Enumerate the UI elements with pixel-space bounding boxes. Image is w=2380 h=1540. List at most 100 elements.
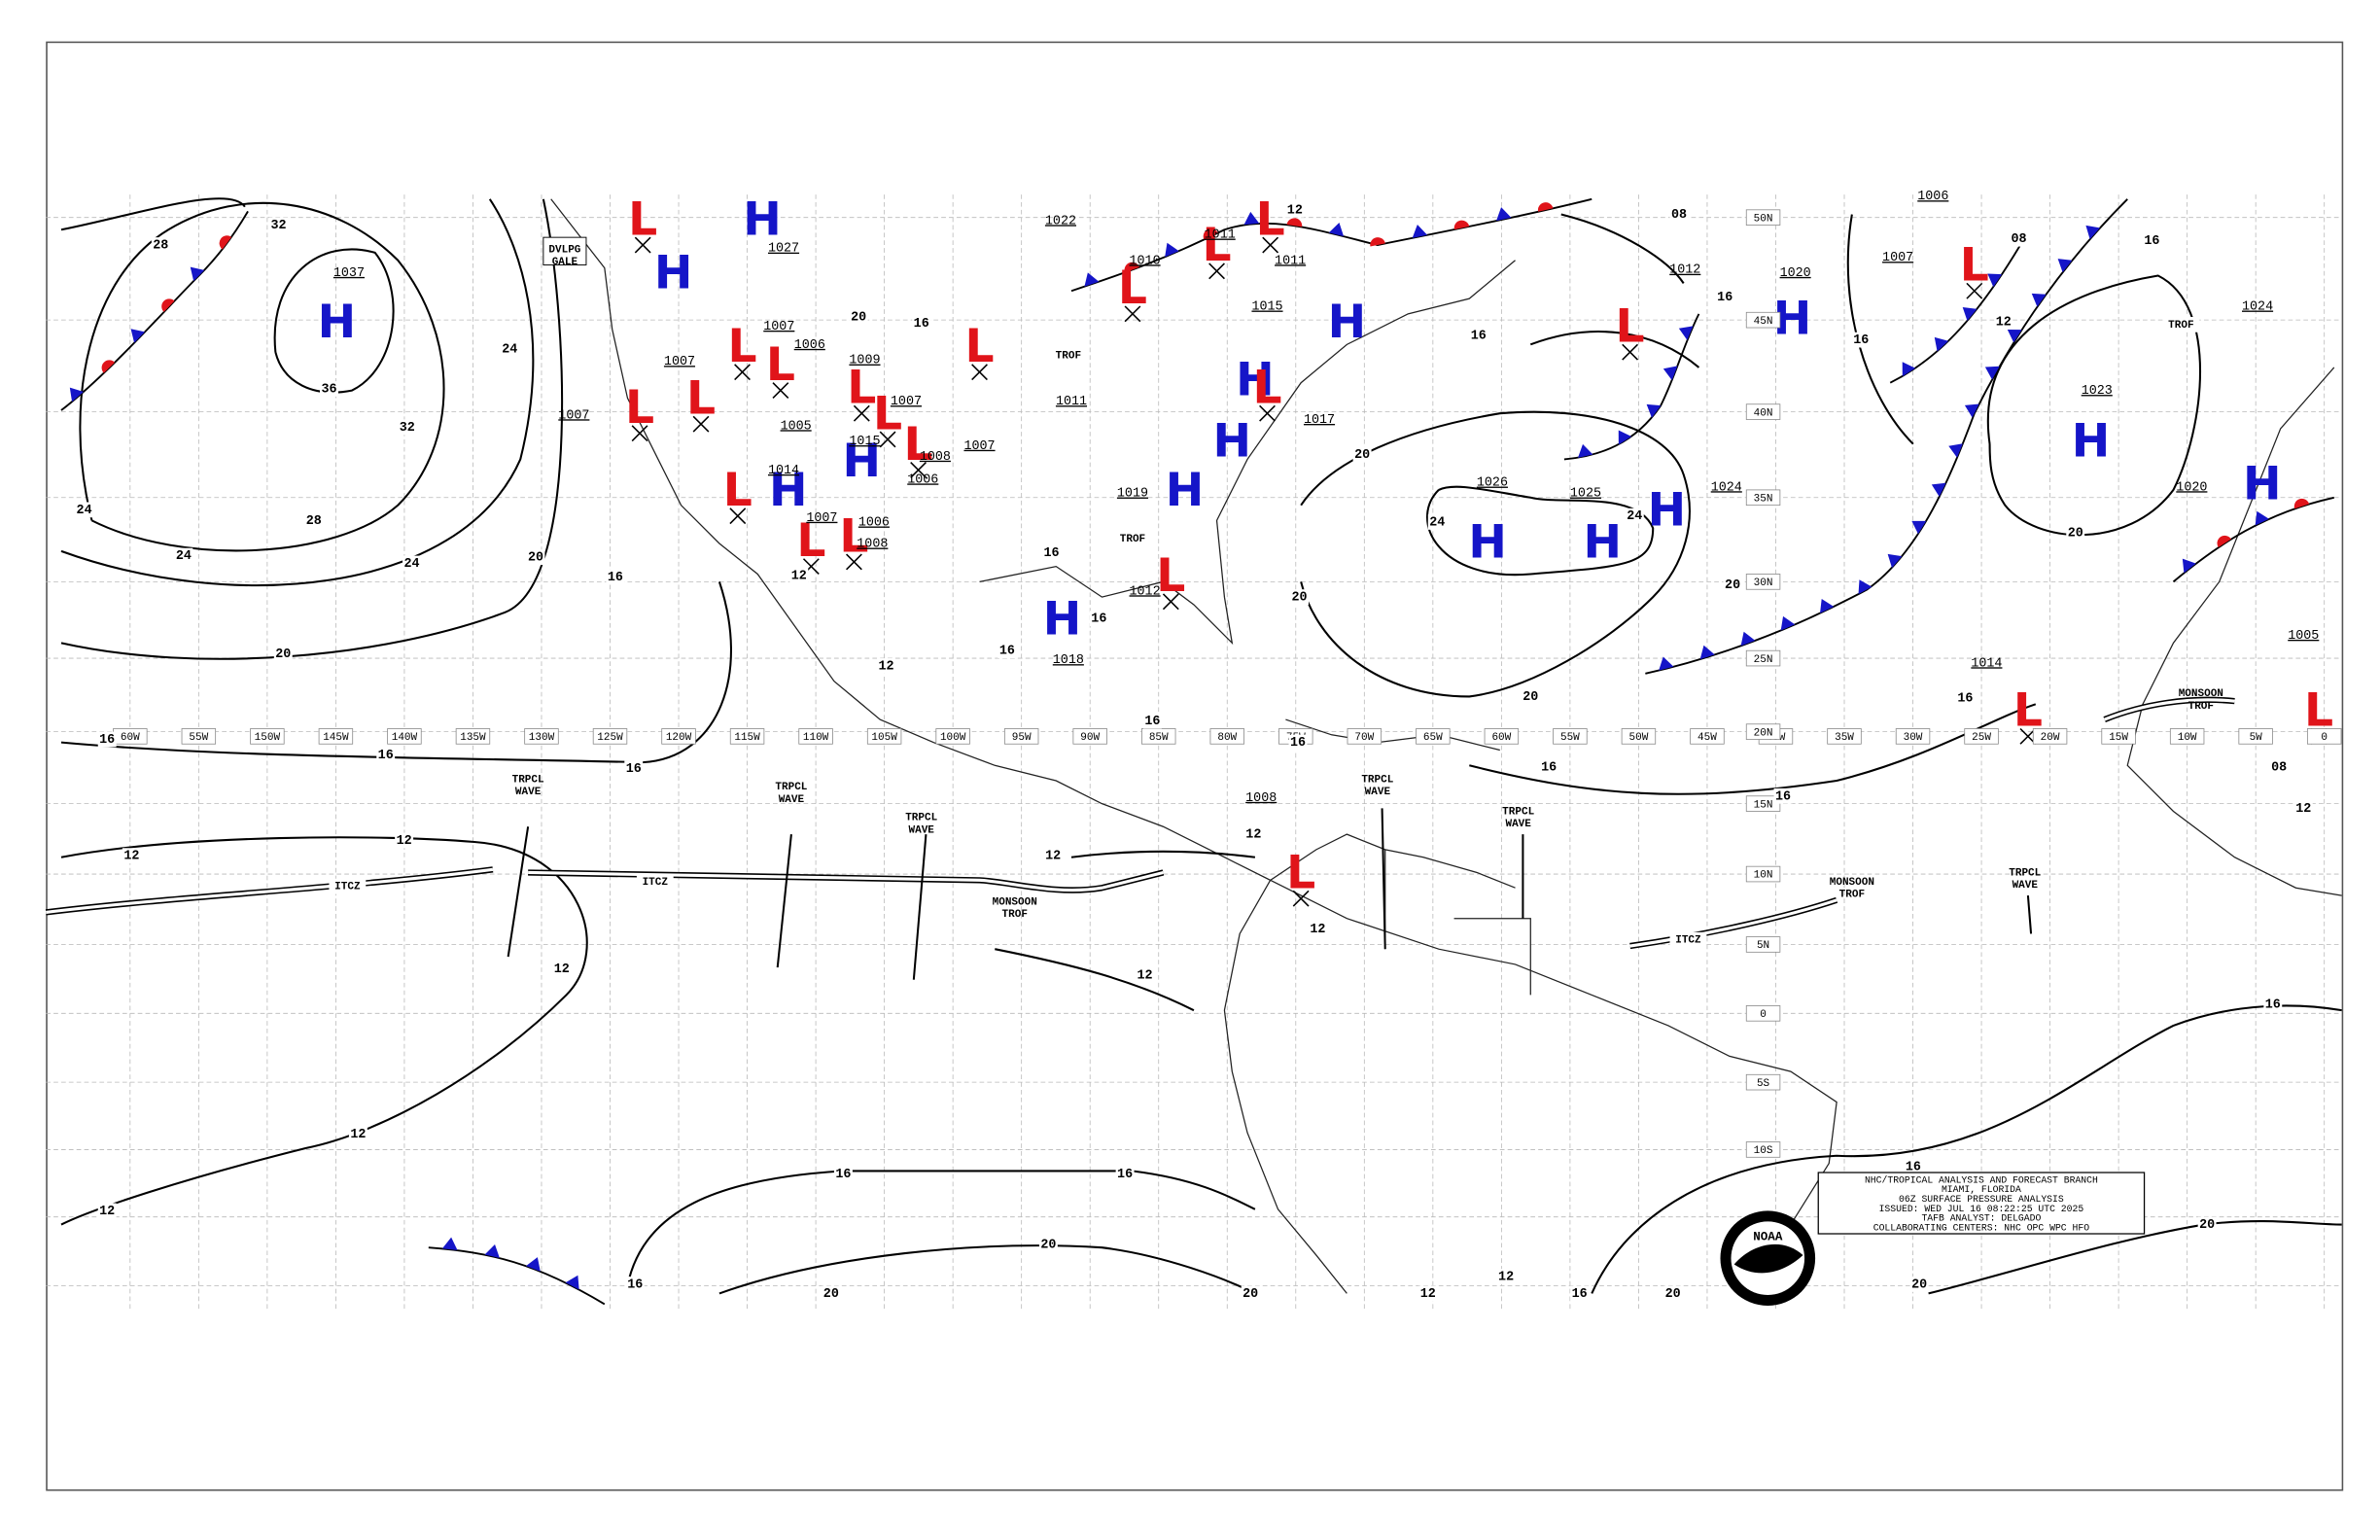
lon-label: 90W bbox=[1080, 732, 1100, 744]
pressure-label: 1008 bbox=[857, 538, 888, 552]
center-pressure: 1023 bbox=[2082, 384, 2113, 399]
isobar-label-bg bbox=[1043, 848, 1063, 864]
lon-label: 0 bbox=[2321, 732, 2328, 744]
isobar-label-bg bbox=[1570, 1285, 1590, 1302]
high-symbol: H bbox=[1213, 415, 1252, 469]
isobar-label-bg bbox=[1521, 688, 1540, 705]
lat-label-box bbox=[1745, 1005, 1781, 1022]
isobar-label: 20 bbox=[528, 551, 543, 566]
center-pressure: 1012 bbox=[1669, 263, 1700, 278]
feature-label: TROF bbox=[1839, 889, 1865, 900]
tropical-waves bbox=[507, 808, 2033, 980]
center-pressure: 1020 bbox=[2176, 480, 2207, 495]
pressure-label: 1008 bbox=[920, 450, 951, 465]
fronts bbox=[60, 197, 2334, 1306]
warm-front-symbol bbox=[1453, 220, 1470, 230]
isobar-label: 16 bbox=[2144, 234, 2159, 249]
high-symbol: H bbox=[843, 435, 882, 488]
lon-label: 85W bbox=[1149, 732, 1169, 744]
lon-label: 65W bbox=[1423, 732, 1443, 744]
center-pressure: 1027 bbox=[768, 242, 799, 257]
front-line bbox=[1070, 197, 1592, 293]
isobar-label-bg bbox=[625, 1277, 645, 1292]
isobar-label-bg bbox=[1909, 1277, 1929, 1292]
isobar-label-bg bbox=[1994, 313, 2013, 330]
isobar-label: 08 bbox=[1671, 208, 1687, 223]
isobar-label: 36 bbox=[321, 383, 336, 398]
isobar-label: 12 bbox=[1138, 968, 1153, 983]
cold-front-symbol bbox=[1858, 579, 1872, 595]
feature-bg bbox=[1669, 931, 1707, 948]
warm-front-symbol bbox=[2293, 498, 2310, 509]
isobar-label-bg bbox=[304, 512, 324, 529]
lat-label: 0 bbox=[1760, 1009, 1767, 1021]
feature-label: ITCZ bbox=[1675, 935, 1701, 947]
isobar-label-bg bbox=[1142, 713, 1162, 729]
center-pressure: 1007 bbox=[664, 355, 695, 369]
isobar-label: 32 bbox=[270, 219, 286, 233]
isobar-label: 16 bbox=[626, 762, 642, 777]
cold-front-symbol bbox=[484, 1244, 500, 1259]
feature-bg bbox=[1114, 531, 1151, 547]
isobar-label: 20 bbox=[2199, 1218, 2215, 1233]
isobar-label: 24 bbox=[502, 343, 517, 358]
isobar-label: 08 bbox=[2271, 760, 2287, 775]
warm-front-symbol bbox=[2217, 535, 2231, 548]
cold-front-symbol bbox=[1659, 656, 1674, 671]
isobar-label-bg bbox=[273, 646, 293, 662]
isobar-label: 12 bbox=[1420, 1287, 1436, 1302]
center-pressure: 1009 bbox=[849, 354, 880, 368]
high-symbol: H bbox=[1584, 516, 1623, 570]
low-center-x bbox=[853, 404, 870, 422]
lat-label: 40N bbox=[1754, 407, 1773, 419]
isobar-label-bg bbox=[1539, 758, 1558, 775]
lat-label: 45N bbox=[1754, 316, 1773, 328]
low-symbol: L bbox=[1616, 300, 1645, 354]
warm-front-symbol bbox=[161, 298, 175, 312]
center-pressure: 1007 bbox=[1882, 251, 1913, 265]
isobar-label-bg bbox=[1496, 1269, 1516, 1284]
isobar-label: 12 bbox=[878, 659, 893, 674]
low-center-x bbox=[729, 508, 747, 525]
feature-label: WAVE bbox=[2012, 880, 2039, 892]
low-center-x bbox=[1262, 236, 1279, 254]
isobar-label: 16 bbox=[914, 317, 929, 332]
pressure-label: 1011 bbox=[1056, 395, 1087, 409]
lon-label-box bbox=[318, 728, 354, 745]
isobar-label: 16 bbox=[1717, 291, 1732, 305]
cold-front-symbol bbox=[526, 1257, 541, 1272]
center-pressure: 1011 bbox=[1205, 228, 1236, 243]
isobar-label-bg bbox=[789, 568, 809, 583]
lon-label-box bbox=[1553, 728, 1588, 745]
feature-label: TRPCL bbox=[2009, 867, 2041, 879]
lon-label-box bbox=[1003, 728, 1039, 745]
cold-front-symbol bbox=[1931, 482, 1946, 497]
isobar-label: 20 bbox=[275, 648, 291, 662]
isobar-label: 28 bbox=[306, 514, 322, 529]
low-center-x bbox=[910, 462, 927, 478]
isobar-label: 12 bbox=[123, 850, 139, 864]
isobar-label-bg bbox=[1469, 328, 1488, 343]
feature-label: GALE bbox=[552, 257, 578, 268]
isobar-label: 16 bbox=[1541, 760, 1557, 775]
warm-front-symbol bbox=[1370, 237, 1385, 247]
center-pressure: 1006 bbox=[794, 338, 825, 353]
isobar-label: 16 bbox=[1117, 1168, 1133, 1182]
isobar-label-bg bbox=[1851, 332, 1871, 348]
isobar-label: 24 bbox=[77, 504, 92, 518]
lon-label-box bbox=[181, 728, 217, 745]
isobar-label-bg bbox=[2010, 230, 2028, 247]
isobar-label: 12 bbox=[1310, 923, 1325, 937]
low-symbol: L bbox=[964, 320, 994, 373]
feature-label: TROF bbox=[1120, 534, 1145, 545]
low-center-x bbox=[971, 364, 988, 381]
low-center-x bbox=[772, 382, 789, 400]
feature-label: ITCZ bbox=[334, 882, 361, 893]
warm-front-symbol bbox=[1286, 218, 1303, 228]
lat-label: 5N bbox=[1757, 940, 1769, 952]
center-pressure: 1007 bbox=[763, 320, 794, 334]
isobar-label-bg bbox=[75, 502, 94, 518]
lon-label: 125W bbox=[597, 732, 623, 744]
isobar-label-bg bbox=[1715, 289, 1734, 305]
